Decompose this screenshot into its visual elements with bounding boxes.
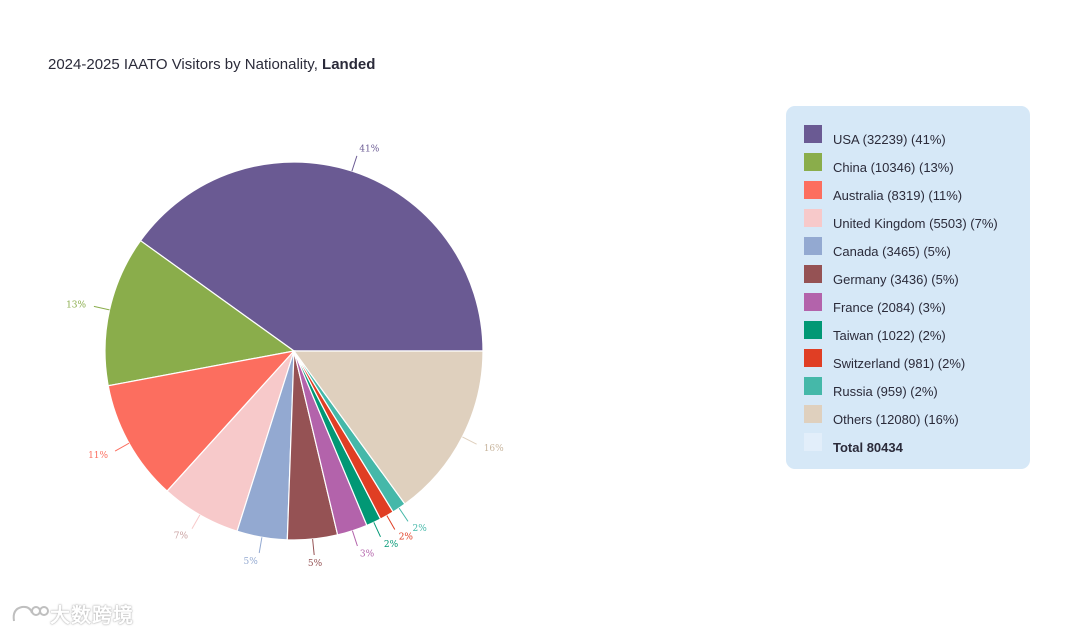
pie-label-others: 16% (484, 444, 504, 454)
legend-swatch (804, 293, 822, 311)
pie-label-usa: 41% (359, 144, 379, 154)
pie-label-taiwan: 2% (384, 540, 399, 550)
leader-line-france (351, 530, 358, 547)
leader-line-others (462, 436, 477, 445)
leader-line-germany (312, 539, 315, 556)
legend-item-usa[interactable]: USA (32239) (41%) (804, 124, 946, 147)
legend-item-taiwan[interactable]: Taiwan (1022) (2%) (804, 320, 946, 343)
pie-slice-china[interactable] (104, 239, 296, 387)
legend: USA (32239) (41%) China (10346) (13%) Aust… (786, 106, 1030, 469)
legend-label: Russia (959) (2%) (833, 383, 938, 399)
pie-label-united-kingdom: 7% (174, 532, 189, 542)
pie-label-switzerland: 2% (399, 533, 414, 543)
leader-line-russia (398, 507, 409, 522)
pie-slice-others[interactable] (292, 350, 484, 505)
legend-swatch (804, 433, 822, 451)
leader-line-china (93, 305, 110, 311)
legend-label: Australia (8319) (11%) (833, 187, 963, 203)
legend-swatch (804, 349, 822, 367)
legend-label: Switzerland (981) (2%) (833, 355, 966, 371)
pie-label-russia: 2% (413, 524, 428, 534)
pie-label-china: 13% (66, 301, 86, 311)
chart-title-text: 2024-2025 IAATO Visitors by Nationality, (48, 56, 323, 73)
legend-swatch (804, 237, 822, 255)
legend-swatch (804, 321, 822, 339)
leader-line-taiwan (373, 522, 381, 538)
pie-label-france: 3% (360, 550, 375, 560)
legend-label: Germany (3436) (5%) (833, 271, 959, 287)
legend-item-china[interactable]: China (10346) (13%) (804, 152, 954, 175)
legend-label: USA (32239) (41%) (833, 131, 946, 147)
legend-item-canada[interactable]: Canada (3465) (5%) (804, 236, 951, 259)
pie-label-germany: 5% (308, 559, 323, 569)
legend-item-united-kingdom[interactable]: United Kingdom (5503) (7%) (804, 208, 998, 231)
legend-item-germany[interactable]: Germany (3436) (5%) (804, 264, 959, 287)
legend-swatch (804, 125, 822, 143)
legend-label: Others (12080) (16%) (833, 411, 959, 427)
legend-swatch (804, 405, 822, 423)
watermark: 大数跨境 (10, 599, 134, 628)
leader-line-australia (114, 442, 130, 452)
legend-swatch (804, 209, 822, 227)
chart-title-bold: Landed (322, 56, 376, 73)
leader-line-usa (351, 155, 358, 172)
legend-label: France (2084) (3%) (833, 299, 946, 315)
legend-label: Total 80434 (833, 439, 903, 455)
legend-item-others[interactable]: Others (12080) (16%) (804, 404, 959, 427)
legend-label: Canada (3465) (5%) (833, 243, 951, 259)
pie-label-australia: 11% (88, 451, 108, 461)
pie-label-canada: 5% (244, 557, 259, 567)
leader-line-canada (258, 537, 263, 554)
watermark-text: 大数跨境 (50, 605, 134, 627)
legend-item-russia[interactable]: Russia (959) (2%) (804, 376, 938, 399)
pie-chart: 41%13%11%7%5% 5%3%2%2%2%16% (66, 144, 504, 569)
legend-swatch (804, 153, 822, 171)
legend-swatch (804, 181, 822, 199)
legend-item-switzerland[interactable]: Switzerland (981) (2%) (804, 348, 966, 371)
legend-item-total[interactable]: Total 80434 (804, 432, 903, 455)
leader-line-switzerland (386, 515, 396, 530)
legend-swatch (804, 377, 822, 395)
legend-swatch (804, 265, 822, 283)
legend-label: United Kingdom (5503) (7%) (833, 215, 998, 231)
legend-item-australia[interactable]: Australia (8319) (11%) (804, 180, 963, 203)
legend-item-france[interactable]: France (2084) (3%) (804, 292, 946, 315)
legend-label: Taiwan (1022) (2%) (833, 327, 946, 343)
watermark-logo-icon (12, 605, 49, 621)
chart-title: 2024-2025 IAATO Visitors by Nationality,… (48, 56, 375, 73)
legend-label: China (10346) (13%) (833, 159, 954, 175)
pie-slice-australia[interactable] (107, 350, 296, 492)
leader-line-united-kingdom (191, 514, 201, 530)
